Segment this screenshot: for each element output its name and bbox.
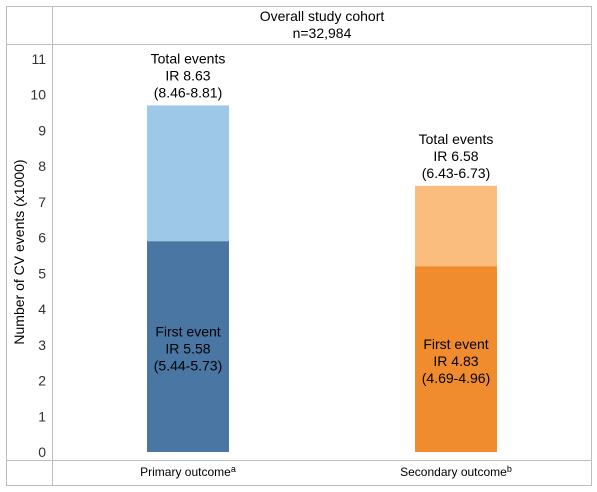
x-tick-label: Primary outcomea [140,464,236,479]
y-tick-label: 1 [38,408,46,424]
first-event-label: First event [155,324,220,340]
y-tick-label: 5 [38,265,46,281]
chart-title: Overall study cohort [260,8,385,24]
first-event-label: (5.44-5.73) [154,358,222,374]
y-tick-labels: 0 1 2 3 4 5 6 7 8 9 10 11 [30,51,46,460]
total-events-label: IR 6.58 [433,148,478,164]
y-tick-label: 6 [38,230,46,246]
chart-frame [6,6,592,486]
bar-total-events [415,185,497,267]
first-event-label: First event [423,336,488,352]
y-tick-label: 2 [38,373,46,389]
x-tick-labels: Primary outcomea Secondary outcomeb [140,464,512,479]
bar-first-event [147,241,229,452]
y-tick-label: 11 [31,51,46,67]
y-tick-label: 0 [38,444,46,460]
first-event-label: IR 5.58 [165,341,210,357]
total-events-label: IR 8.63 [165,67,210,83]
y-tick-label: 10 [30,87,46,103]
first-event-label: (4.69-4.96) [422,370,490,386]
bar-first-event [415,266,497,452]
y-tick-label: 8 [38,158,46,174]
y-axis-title: Number of CV events (x1000) [11,159,27,344]
bars [147,105,497,452]
total-events-label: Total events [151,50,226,66]
total-events-label: (8.46-8.81) [154,84,222,100]
x-tick-label: Secondary outcomeb [400,464,512,479]
total-events-label: Total events [419,131,494,147]
first-event-label: IR 4.83 [433,353,478,369]
y-tick-label: 4 [38,301,46,317]
y-tick-label: 3 [38,337,46,353]
chart-subtitle: n=32,984 [293,25,352,41]
total-events-label: (6.43-6.73) [422,165,490,181]
y-tick-label: 9 [38,122,46,138]
bar-total-events [147,105,229,242]
y-tick-label: 7 [38,194,46,210]
